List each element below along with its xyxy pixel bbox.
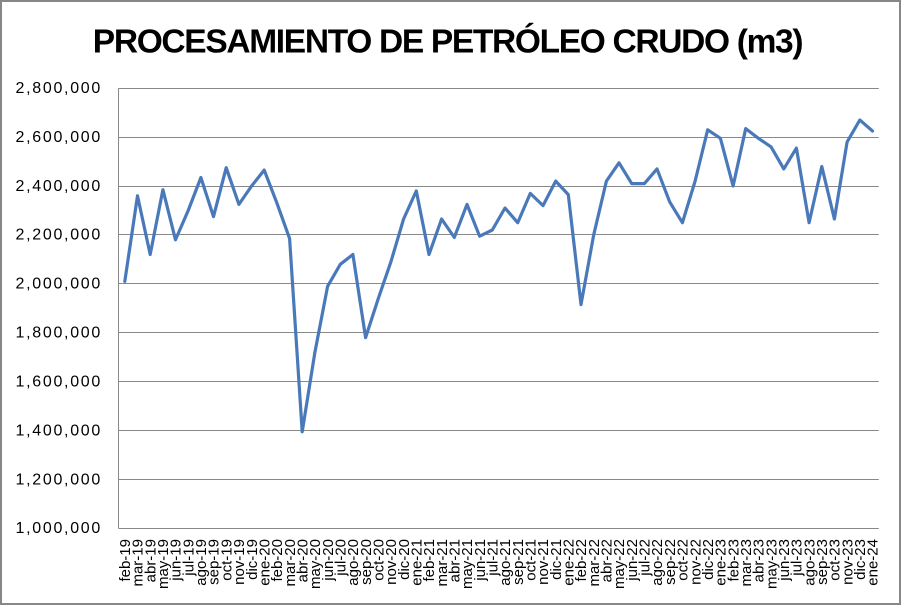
svg-text:jun-19: jun-19 bbox=[168, 539, 185, 582]
svg-text:2,800,000: 2,800,000 bbox=[16, 80, 102, 97]
svg-text:nov-22: nov-22 bbox=[687, 539, 704, 585]
svg-text:jul-22: jul-22 bbox=[637, 539, 654, 577]
svg-text:PROCESAMIENTO DE PETRÓLEO CRUD: PROCESAMIENTO DE PETRÓLEO CRUDO (m3) bbox=[93, 23, 803, 61]
svg-text:1,400,000: 1,400,000 bbox=[16, 422, 102, 439]
svg-text:nov-20: nov-20 bbox=[383, 539, 400, 585]
svg-text:feb-21: feb-21 bbox=[421, 539, 438, 582]
svg-text:oct-19: oct-19 bbox=[218, 539, 235, 581]
svg-text:ene-23: ene-23 bbox=[713, 539, 730, 586]
svg-text:ago-21: ago-21 bbox=[497, 539, 514, 586]
svg-text:jun-20: jun-20 bbox=[320, 539, 337, 582]
svg-text:may-23: may-23 bbox=[763, 539, 780, 589]
svg-text:sep-19: sep-19 bbox=[206, 539, 223, 585]
svg-text:1,000,000: 1,000,000 bbox=[16, 520, 102, 537]
svg-text:oct-23: oct-23 bbox=[827, 539, 844, 581]
svg-text:ago-19: ago-19 bbox=[193, 539, 210, 586]
svg-text:may-22: may-22 bbox=[611, 539, 628, 589]
svg-text:dic-20: dic-20 bbox=[396, 539, 413, 580]
svg-text:abr-22: abr-22 bbox=[599, 539, 616, 582]
svg-text:ene-22: ene-22 bbox=[561, 539, 578, 586]
svg-text:sep-23: sep-23 bbox=[814, 539, 831, 585]
svg-text:feb-19: feb-19 bbox=[117, 539, 134, 582]
svg-text:sep-20: sep-20 bbox=[358, 539, 375, 585]
svg-text:jun-22: jun-22 bbox=[624, 539, 641, 582]
svg-text:dic-19: dic-19 bbox=[244, 539, 261, 580]
svg-text:dic-22: dic-22 bbox=[700, 539, 717, 580]
svg-text:ene-24: ene-24 bbox=[865, 539, 882, 586]
svg-text:mar-21: mar-21 bbox=[434, 539, 451, 587]
svg-text:mar-19: mar-19 bbox=[130, 539, 147, 587]
svg-text:feb-22: feb-22 bbox=[573, 539, 590, 582]
svg-text:ago-20: ago-20 bbox=[345, 539, 362, 586]
svg-text:feb-20: feb-20 bbox=[269, 539, 286, 582]
svg-text:nov-19: nov-19 bbox=[231, 539, 248, 585]
svg-text:2,200,000: 2,200,000 bbox=[16, 227, 102, 244]
svg-text:1,600,000: 1,600,000 bbox=[16, 374, 102, 391]
svg-text:oct-22: oct-22 bbox=[675, 539, 692, 581]
svg-text:ene-20: ene-20 bbox=[256, 539, 273, 586]
svg-text:2,600,000: 2,600,000 bbox=[16, 129, 102, 146]
svg-text:abr-21: abr-21 bbox=[447, 539, 464, 582]
svg-text:oct-21: oct-21 bbox=[523, 539, 540, 581]
svg-text:mar-22: mar-22 bbox=[586, 539, 603, 587]
svg-text:mar-20: mar-20 bbox=[282, 539, 299, 587]
svg-text:2,400,000: 2,400,000 bbox=[16, 178, 102, 195]
svg-text:jun-21: jun-21 bbox=[472, 539, 489, 582]
svg-text:jun-23: jun-23 bbox=[776, 539, 793, 582]
svg-text:nov-23: nov-23 bbox=[839, 539, 856, 585]
svg-text:dic-23: dic-23 bbox=[852, 539, 869, 580]
svg-text:jul-20: jul-20 bbox=[333, 539, 350, 577]
svg-text:1,200,000: 1,200,000 bbox=[16, 471, 102, 488]
svg-text:may-20: may-20 bbox=[307, 539, 324, 589]
svg-text:jul-21: jul-21 bbox=[485, 539, 502, 577]
svg-text:ago-23: ago-23 bbox=[801, 539, 818, 586]
svg-text:ene-21: ene-21 bbox=[409, 539, 426, 586]
svg-text:may-21: may-21 bbox=[459, 539, 476, 589]
svg-text:sep-22: sep-22 bbox=[662, 539, 679, 585]
svg-text:abr-20: abr-20 bbox=[294, 539, 311, 582]
svg-text:feb-23: feb-23 bbox=[725, 539, 742, 582]
svg-text:sep-21: sep-21 bbox=[510, 539, 527, 585]
svg-text:abr-23: abr-23 bbox=[751, 539, 768, 582]
svg-text:nov-21: nov-21 bbox=[535, 539, 552, 585]
svg-text:may-19: may-19 bbox=[155, 539, 172, 589]
svg-text:mar-23: mar-23 bbox=[738, 539, 755, 587]
svg-text:jul-23: jul-23 bbox=[789, 539, 806, 577]
svg-text:jul-19: jul-19 bbox=[180, 539, 197, 577]
svg-text:oct-20: oct-20 bbox=[371, 539, 388, 581]
svg-text:abr-19: abr-19 bbox=[142, 539, 159, 582]
svg-text:dic-21: dic-21 bbox=[548, 539, 565, 580]
svg-text:ago-22: ago-22 bbox=[649, 539, 666, 586]
svg-text:2,000,000: 2,000,000 bbox=[16, 276, 102, 293]
svg-text:1,800,000: 1,800,000 bbox=[16, 325, 102, 342]
